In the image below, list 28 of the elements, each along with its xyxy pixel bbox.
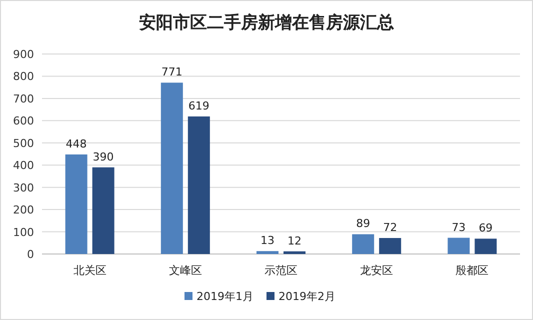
data-label: 72 bbox=[383, 221, 398, 234]
xtick: 示范区 bbox=[264, 264, 298, 277]
ytick: 300 bbox=[13, 181, 34, 194]
xtick: 龙安区 bbox=[360, 264, 394, 277]
ytick: 600 bbox=[13, 114, 34, 128]
legend-label: 2019年2月 bbox=[278, 290, 336, 303]
ytick: 200 bbox=[13, 204, 34, 217]
ytick: 500 bbox=[13, 136, 34, 150]
title: 安阳市区二手房新增在售房源汇总 bbox=[139, 13, 394, 33]
data-label: 13 bbox=[260, 234, 274, 248]
data-label: 89 bbox=[356, 217, 370, 230]
ytick: 400 bbox=[13, 159, 34, 172]
xtick: 殷都区 bbox=[456, 264, 489, 277]
data-label: 69 bbox=[478, 222, 493, 235]
xtick: 文峰区 bbox=[168, 264, 202, 277]
data-label: 12 bbox=[288, 234, 302, 248]
data-label: 390 bbox=[92, 150, 114, 164]
ytick: 0 bbox=[27, 248, 34, 261]
legend-label: 2019年1月 bbox=[196, 290, 254, 303]
ytick: 100 bbox=[13, 226, 34, 239]
data-label: 619 bbox=[188, 99, 210, 112]
ytick: 700 bbox=[13, 92, 34, 106]
data-label: 73 bbox=[452, 220, 466, 234]
ytick: 800 bbox=[13, 70, 34, 84]
data-label: 771 bbox=[161, 66, 182, 79]
ytick: 900 bbox=[13, 48, 34, 61]
data-label: 448 bbox=[66, 137, 87, 150]
xtick: 北关区 bbox=[73, 264, 106, 277]
